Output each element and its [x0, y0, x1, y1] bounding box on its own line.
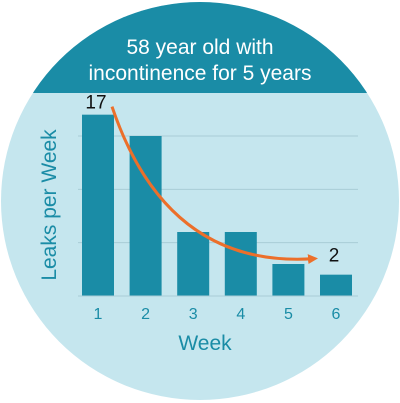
chart-title-line-1: 58 year old with	[126, 36, 273, 59]
bar-week-5	[272, 264, 305, 296]
x-tick-label: 1	[94, 306, 103, 323]
data-label-week-6: 2	[329, 246, 340, 267]
bar-week-6	[320, 274, 352, 296]
trend-arrow	[110, 106, 318, 265]
chart-title-line-2: incontinence for 5 years	[89, 62, 312, 85]
bar-week-3	[177, 232, 210, 296]
y-axis-label: Leaks per Week	[38, 129, 61, 281]
x-tick-label: 2	[141, 306, 150, 323]
x-tick-label: 3	[189, 306, 198, 323]
data-label-week-1: 17	[85, 93, 106, 114]
x-axis-label: Week	[178, 332, 232, 355]
bars	[82, 114, 352, 297]
x-tick-labels: 1 2 3 4 5 6	[94, 306, 341, 323]
x-tick-label: 5	[284, 306, 293, 323]
x-tick-label: 4	[236, 306, 245, 323]
x-tick-label: 6	[332, 306, 341, 323]
bar-week-1	[82, 114, 114, 297]
bar-week-4	[224, 232, 257, 296]
